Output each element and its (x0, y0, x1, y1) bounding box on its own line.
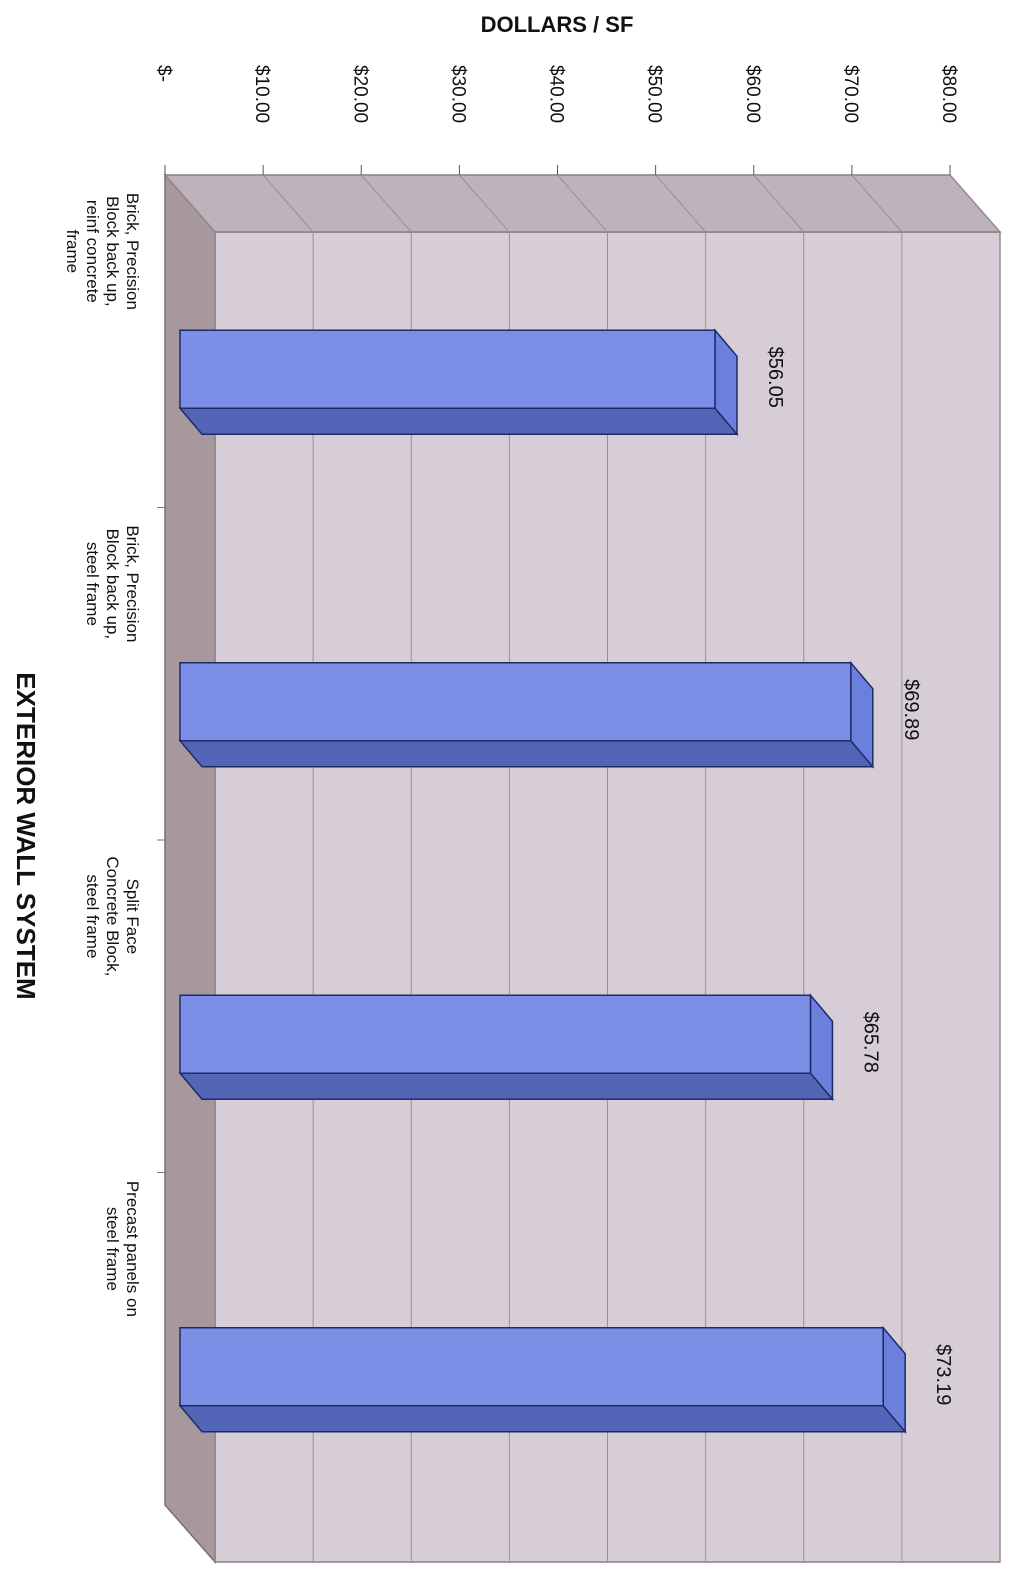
category-label-line: steel frame (83, 874, 102, 958)
bar-front-face (179, 329, 716, 409)
category-label-line: Brick, Precision (123, 193, 142, 310)
gridline-side (360, 174, 412, 233)
category-label-line: frame (63, 230, 82, 273)
tick-label: $10.00 (251, 65, 272, 123)
bar-side-face (178, 740, 875, 768)
category-axis-title: EXTERIOR WALL SYSTEM (11, 672, 41, 999)
category-label-line: steel frame (103, 1207, 122, 1291)
data-label: $73.19 (932, 1344, 954, 1405)
value-gridlines (157, 165, 1001, 1562)
gridline-side (557, 174, 608, 233)
gridline-side (753, 174, 805, 233)
category-label-line: steel frame (83, 542, 102, 626)
gridline-side (262, 174, 314, 233)
bar-front-face (179, 1327, 884, 1407)
bar-front-face (179, 994, 812, 1074)
tick-label: $30.00 (447, 65, 468, 123)
category-label: Split FaceConcrete Block,steel frame (83, 856, 142, 976)
gridline-side (851, 174, 903, 233)
tick-label: $50.00 (644, 65, 665, 123)
gridline-side (458, 174, 510, 233)
category-label: Brick, PrecisionBlock back up,steel fram… (83, 525, 142, 642)
category-label-line: Concrete Block, (103, 856, 122, 976)
category-label: Brick, PrecisionBlock back up,reinf conc… (63, 193, 142, 310)
bars (178, 328, 907, 1434)
category-label-line: Split Face (123, 879, 142, 955)
category-label-line: Block back up, (103, 196, 122, 307)
category-label-line: Brick, Precision (123, 525, 142, 642)
gridline-side (949, 174, 1001, 233)
tick-label: $80.00 (938, 65, 959, 123)
bar-side-face (178, 407, 739, 435)
tick-label: $70.00 (840, 65, 861, 123)
gridline-side (164, 174, 216, 233)
bar (178, 660, 875, 769)
category-label-line: Precast panels on (123, 1181, 142, 1317)
bar-front-face (179, 662, 852, 742)
bar (178, 993, 835, 1102)
category-labels: Brick, PrecisionBlock back up,reinf conc… (63, 193, 142, 1317)
bar-side-face (178, 1405, 907, 1433)
tick-label: $60.00 (742, 65, 763, 123)
gridline-side (655, 174, 707, 233)
value-tick-labels: $- $10.00 $20.00 $30.00 $40.00 $50.00 $60.00 $7… (153, 65, 959, 123)
tick-label: $- (153, 65, 174, 82)
category-label: Precast panels onsteel frame (103, 1181, 142, 1317)
data-label: $69.89 (900, 679, 922, 740)
data-label: $56.05 (764, 347, 786, 408)
value-axis-title: DOLLARS / SF (481, 12, 634, 37)
data-labels: $56.05 $69.89 $65.78 $73.19 (764, 347, 954, 1406)
category-label-line: reinf concrete (83, 200, 102, 303)
bar (178, 328, 739, 437)
data-label: $65.78 (859, 1012, 881, 1073)
bar-side-face (178, 1072, 835, 1100)
tick-label: $40.00 (546, 65, 567, 123)
category-label-line: Block back up, (103, 529, 122, 640)
bar (178, 1325, 907, 1434)
tick-label: $20.00 (349, 65, 370, 123)
